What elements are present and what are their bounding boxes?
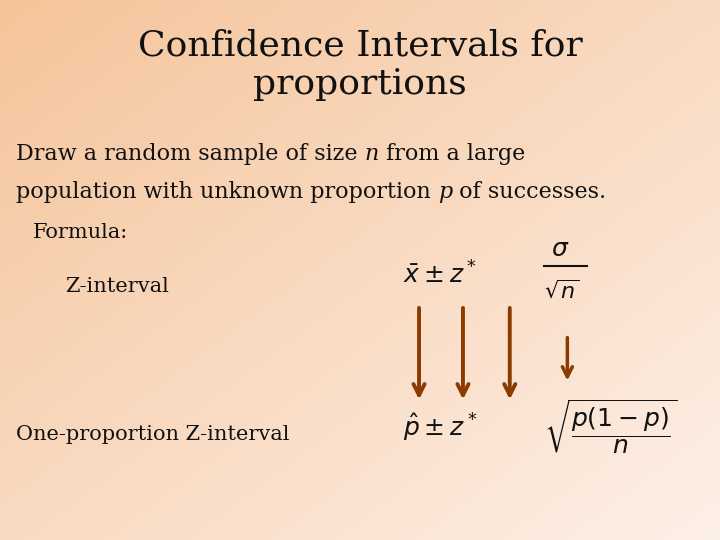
Text: Draw a random sample of size: Draw a random sample of size [16,143,364,165]
Text: One-proportion Z-interval: One-proportion Z-interval [16,425,289,444]
Text: population with unknown proportion: population with unknown proportion [16,181,438,202]
Text: $\sqrt{\dfrac{p(1-p)}{n}}$: $\sqrt{\dfrac{p(1-p)}{n}}$ [544,397,677,456]
Text: $\hat{p} \pm z^*$: $\hat{p} \pm z^*$ [403,410,478,443]
Text: of successes.: of successes. [452,181,606,202]
Text: from a large: from a large [379,143,525,165]
Text: $\sqrt{n}$: $\sqrt{n}$ [544,280,580,303]
Text: proportions: proportions [253,67,467,100]
Text: Z-interval: Z-interval [65,276,168,296]
Text: $\bar{x} \pm z^*$: $\bar{x} \pm z^*$ [403,262,477,289]
Text: $\sigma$: $\sigma$ [551,238,570,261]
Text: Formula:: Formula: [32,222,127,242]
Text: p: p [438,181,452,202]
Text: Confidence Intervals for: Confidence Intervals for [138,29,582,63]
Text: n: n [364,143,379,165]
